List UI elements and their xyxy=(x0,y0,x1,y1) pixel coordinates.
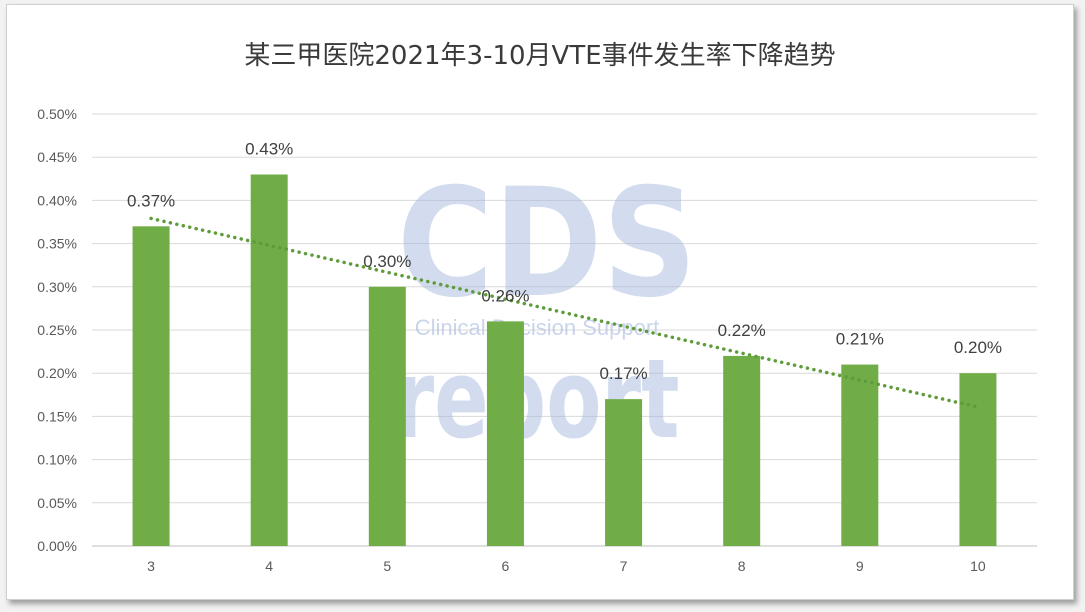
watermark-tagline: Clinical Decision Support xyxy=(415,315,660,340)
bar xyxy=(250,174,288,547)
y-tick-label: 0.30% xyxy=(37,279,77,295)
gridlines xyxy=(92,113,1037,547)
bar xyxy=(486,321,524,546)
y-tick-label: 0.25% xyxy=(37,322,77,338)
data-label: 0.22% xyxy=(718,321,766,340)
y-tick-label: 0.40% xyxy=(37,192,77,208)
bars xyxy=(132,174,997,547)
y-tick-label: 0.00% xyxy=(37,538,77,554)
x-tick-label: 10 xyxy=(970,558,986,574)
x-tick-label: 3 xyxy=(147,558,155,574)
trendline-line xyxy=(149,216,980,409)
bar xyxy=(132,226,170,546)
data-label: 0.21% xyxy=(836,330,884,349)
data-label: 0.37% xyxy=(127,191,175,210)
chart-title: 某三甲医院2021年3-10月VTE事件发生率下降趋势 xyxy=(244,41,836,71)
watermark: CDS Clinical Decision Support report xyxy=(395,157,698,463)
y-tick-label: 0.15% xyxy=(37,408,77,424)
x-tick-label: 4 xyxy=(265,558,273,574)
data-label: 0.26% xyxy=(481,286,529,305)
y-tick-label: 0.50% xyxy=(37,106,77,122)
y-tick-label: 0.10% xyxy=(37,452,77,468)
y-axis-ticks: 0.00% 0.05% 0.10% 0.15% 0.20% 0.25% 0.30% 0.35%… xyxy=(37,106,77,554)
trendline xyxy=(149,216,980,409)
y-tick-label: 0.20% xyxy=(37,365,77,381)
x-axis-ticks: 3 4 5 6 7 8 9 10 xyxy=(147,558,986,574)
y-tick-label: 0.45% xyxy=(37,149,77,165)
x-tick-label: 7 xyxy=(620,558,628,574)
bar xyxy=(605,399,643,546)
x-tick-label: 9 xyxy=(856,558,864,574)
bar xyxy=(959,373,997,546)
data-label: 0.17% xyxy=(599,364,647,383)
x-tick-label: 8 xyxy=(738,558,746,574)
bar xyxy=(841,364,879,546)
bar xyxy=(723,355,761,546)
watermark-logo: CDS xyxy=(397,157,697,331)
x-tick-label: 6 xyxy=(502,558,510,574)
y-tick-label: 0.35% xyxy=(37,236,77,252)
data-label: 0.20% xyxy=(954,338,1002,357)
y-tick-label: 0.05% xyxy=(37,495,77,511)
data-label: 0.43% xyxy=(245,139,293,158)
data-label: 0.30% xyxy=(363,252,411,271)
x-tick-label: 5 xyxy=(383,558,391,574)
data-labels: 0.37% 0.43% 0.30% 0.26% 0.17% 0.22% 0.21% 0.20% xyxy=(127,139,1002,383)
bar xyxy=(368,286,406,546)
bar-chart: CDS Clinical Decision Support report 0.3… xyxy=(37,106,1037,574)
chart-frame: 某三甲医院2021年3-10月VTE事件发生率下降趋势 CDS Clinical… xyxy=(6,4,1074,600)
